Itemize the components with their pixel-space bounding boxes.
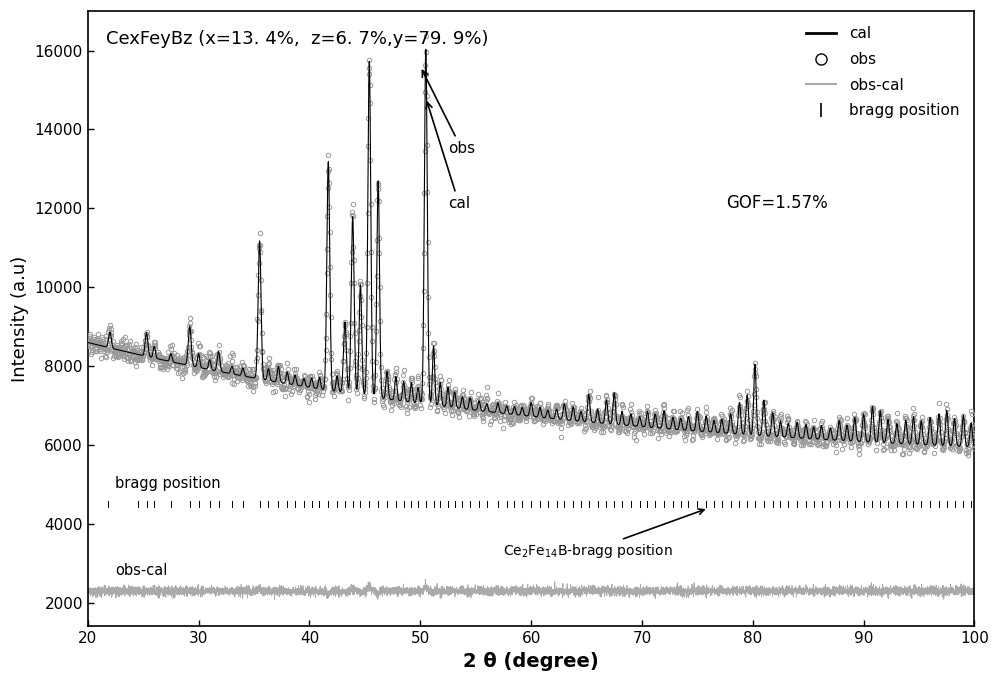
cal <box>82 338 94 346</box>
Text: bragg position: bragg position <box>115 477 221 492</box>
obs <box>157 353 169 361</box>
Line: obs-cal: obs-cal <box>88 579 974 599</box>
obs <box>82 340 94 348</box>
cal <box>420 45 432 53</box>
obs <box>962 451 974 459</box>
obs-cal <box>607 587 619 595</box>
cal <box>126 349 138 357</box>
obs-cal <box>645 588 657 596</box>
obs-cal <box>968 589 980 597</box>
cal <box>403 397 415 405</box>
Line: obs: obs <box>86 34 977 458</box>
obs <box>420 32 432 40</box>
Text: obs-cal: obs-cal <box>115 563 168 578</box>
obs-cal <box>82 590 94 598</box>
obs-cal <box>419 575 431 583</box>
cal <box>645 424 657 432</box>
cal <box>739 420 751 428</box>
Text: cal: cal <box>426 102 470 211</box>
X-axis label: 2 θ (degree): 2 θ (degree) <box>463 652 599 671</box>
obs <box>237 361 249 370</box>
obs <box>167 356 179 364</box>
Text: Ce$_2$Fe$_{14}$B-bragg position: Ce$_2$Fe$_{14}$B-bragg position <box>503 509 704 561</box>
cal <box>607 409 619 417</box>
obs-cal <box>403 586 415 594</box>
obs <box>116 349 128 357</box>
obs-cal <box>787 587 799 595</box>
obs-cal <box>739 587 751 595</box>
Legend: cal, obs, obs-cal, bragg position: cal, obs, obs-cal, bragg position <box>798 18 967 126</box>
Text: GOF=1.57%: GOF=1.57% <box>726 194 828 212</box>
obs <box>968 444 980 452</box>
Text: obs: obs <box>422 70 475 156</box>
cal <box>787 434 799 442</box>
Text: CexFeyBz (x=13. 4%,  z=6. 7%,y=79. 9%): CexFeyBz (x=13. 4%, z=6. 7%,y=79. 9%) <box>106 29 488 48</box>
Line: cal: cal <box>88 49 974 447</box>
obs-cal <box>126 589 138 597</box>
obs <box>863 436 875 444</box>
obs <box>703 430 715 439</box>
cal <box>968 443 980 451</box>
Y-axis label: Intensity (a.u): Intensity (a.u) <box>11 256 29 382</box>
obs-cal <box>268 595 280 604</box>
